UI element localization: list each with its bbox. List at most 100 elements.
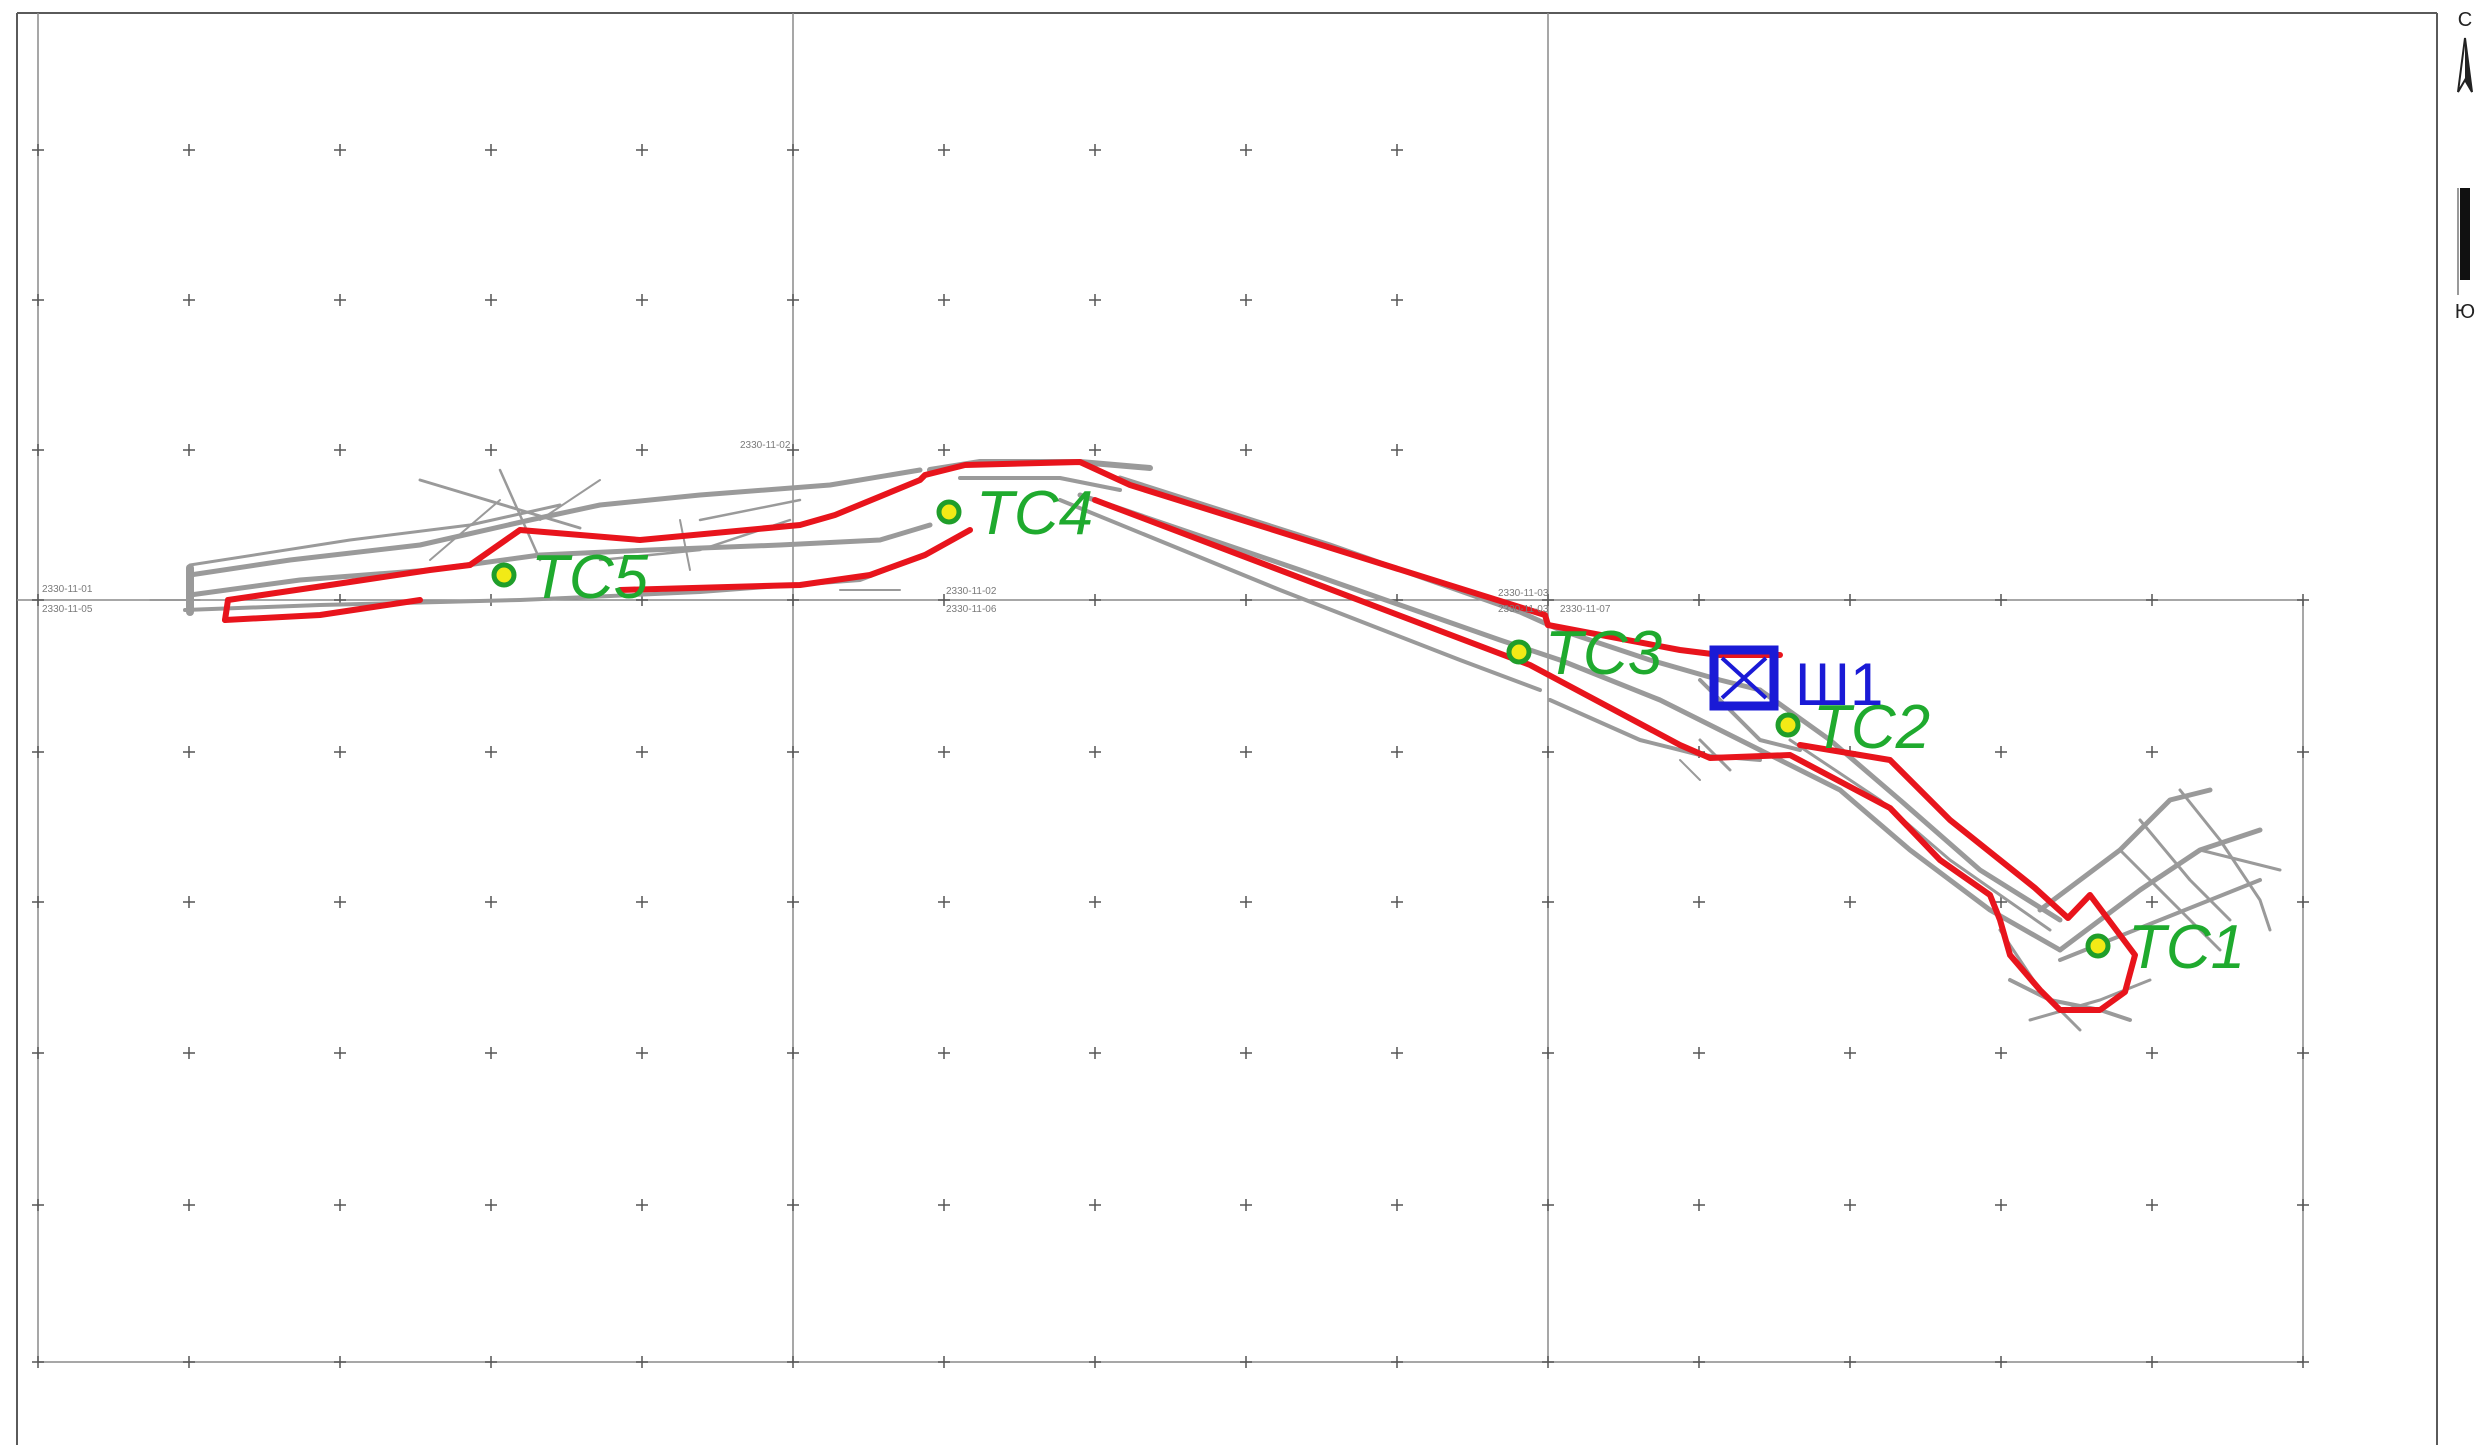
grid-cross (1391, 144, 1403, 156)
grid-cross (938, 1199, 950, 1211)
grid-cross (334, 1356, 346, 1368)
shaft-label: Ш1 (1795, 651, 1883, 718)
station-label: ТС2 (1813, 693, 1930, 762)
sheet-label-layer: 2330-11-01 2330-11-05 2330-11-02 2330-11-02… (42, 440, 1611, 615)
grid-cross (1391, 1356, 1403, 1368)
shaft-marker: Ш1 (1709, 645, 1883, 718)
grid-cross (636, 1356, 648, 1368)
grid-cross (2146, 594, 2158, 606)
sheet-grid (17, 13, 2304, 1363)
grid-cross (787, 1047, 799, 1059)
station-tc4: ТС4 (936, 479, 1093, 548)
grid-cross (32, 594, 44, 606)
grid-cross (1240, 1199, 1252, 1211)
grid-cross (636, 1199, 648, 1211)
map-frame (16, 12, 2438, 1445)
grid-cross (1089, 1047, 1101, 1059)
grid-cross (485, 746, 497, 758)
grid-cross (1844, 1199, 1856, 1211)
grid-cross (1391, 444, 1403, 456)
grid-cross (1542, 1047, 1554, 1059)
grid-cross (1391, 896, 1403, 908)
grid-cross (183, 1199, 195, 1211)
grid-cross (1542, 1356, 1554, 1368)
grid-cross (636, 896, 648, 908)
sheet-label: 2330-11-07 (1560, 604, 1611, 615)
grid-cross (32, 1199, 44, 1211)
station-marker-icon (1506, 639, 1532, 665)
grid-cross (1693, 1047, 1705, 1059)
grid-cross (1995, 1356, 2007, 1368)
grid-cross (1844, 1047, 1856, 1059)
grid-cross (1844, 1356, 1856, 1368)
station-label: ТС4 (976, 479, 1093, 548)
grid-cross (787, 896, 799, 908)
station-layer: ТС1 ТС2 ТС3 ТС4 ТС5 (491, 479, 2245, 982)
grid-cross (787, 1199, 799, 1211)
station-tc1: ТС1 (2085, 913, 2245, 982)
station-label: ТС3 (1545, 619, 1662, 688)
grid-cross (1995, 746, 2007, 758)
station-tc5: ТС5 (491, 543, 649, 612)
grid-cross (1995, 1199, 2007, 1211)
grid-cross (32, 444, 44, 456)
grid-cross (32, 144, 44, 156)
sheet-label: 2330-11-03 (1498, 604, 1549, 615)
grid-cross (938, 294, 950, 306)
grid-cross (1089, 896, 1101, 908)
coordinate-crosses (32, 144, 2309, 1368)
grid-cross (787, 144, 799, 156)
station-label: ТС5 (531, 543, 649, 612)
grid-cross (1089, 1199, 1101, 1211)
grid-cross (938, 746, 950, 758)
grid-cross (1542, 594, 1554, 606)
grid-cross (485, 1356, 497, 1368)
grid-cross (1844, 594, 1856, 606)
grid-cross (938, 1047, 950, 1059)
grid-cross (1542, 896, 1554, 908)
grid-cross (485, 896, 497, 908)
grid-cross (1693, 1356, 1705, 1368)
grid-cross (787, 1356, 799, 1368)
grid-cross (334, 144, 346, 156)
grid-cross (1542, 1199, 1554, 1211)
grid-cross (1391, 746, 1403, 758)
grid-cross (2146, 1199, 2158, 1211)
grid-cross (485, 1047, 497, 1059)
sheet-label: 2330-11-02 (946, 586, 997, 597)
grid-cross (183, 144, 195, 156)
station-marker-icon (1775, 712, 1801, 738)
grid-cross (485, 294, 497, 306)
grid-cross (787, 594, 799, 606)
grid-cross (183, 294, 195, 306)
grid-cross (1995, 1047, 2007, 1059)
grid-cross (183, 1047, 195, 1059)
grid-cross (1089, 294, 1101, 306)
grid-cross (2297, 594, 2309, 606)
grid-cross (636, 444, 648, 456)
grid-cross (1240, 294, 1252, 306)
compass-south-label: Ю (2455, 301, 2475, 323)
grid-cross (1089, 746, 1101, 758)
station-marker-icon (491, 562, 517, 588)
grid-cross (1089, 1356, 1101, 1368)
grid-cross (636, 746, 648, 758)
grid-cross (787, 746, 799, 758)
grid-cross (1693, 1199, 1705, 1211)
grid-cross (183, 1356, 195, 1368)
grid-cross (636, 1047, 648, 1059)
station-tc2: ТС2 (1775, 693, 1930, 762)
station-marker-icon (2085, 933, 2111, 959)
grid-cross (1089, 444, 1101, 456)
grid-cross (938, 144, 950, 156)
grid-cross (636, 144, 648, 156)
grid-cross (485, 1199, 497, 1211)
grid-cross (938, 594, 950, 606)
grid-cross (334, 294, 346, 306)
grid-cross (485, 144, 497, 156)
grid-cross (183, 746, 195, 758)
grid-cross (183, 896, 195, 908)
grid-cross (1391, 294, 1403, 306)
